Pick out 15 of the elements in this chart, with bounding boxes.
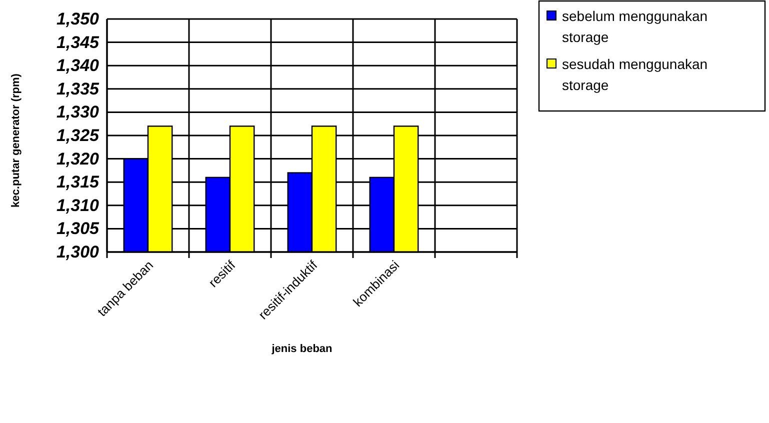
y-tick-label: 1,345 <box>56 32 100 52</box>
y-tick-label: 1,335 <box>56 79 100 98</box>
y-tick-label: 1,300 <box>56 242 100 262</box>
x-axis-title: jenis beban <box>270 343 333 355</box>
y-tick-label: 1,325 <box>56 126 100 145</box>
y-tick-label: 1,340 <box>56 56 100 76</box>
y-tick-label: 1,350 <box>56 9 100 28</box>
y-tick-label: 1,305 <box>56 219 100 238</box>
y-axis-title: kec.putar generator (rpm) <box>10 73 22 208</box>
y-tick-label: 1,315 <box>56 172 100 192</box>
legend-label: sebelum menggunakan storage <box>562 8 708 45</box>
y-tick-label: 1,330 <box>56 102 100 122</box>
y-tick-label: 1,310 <box>56 196 100 215</box>
legend-label: sesudah menggunakan storage <box>562 56 708 93</box>
y-tick-label: 1,320 <box>56 149 100 168</box>
